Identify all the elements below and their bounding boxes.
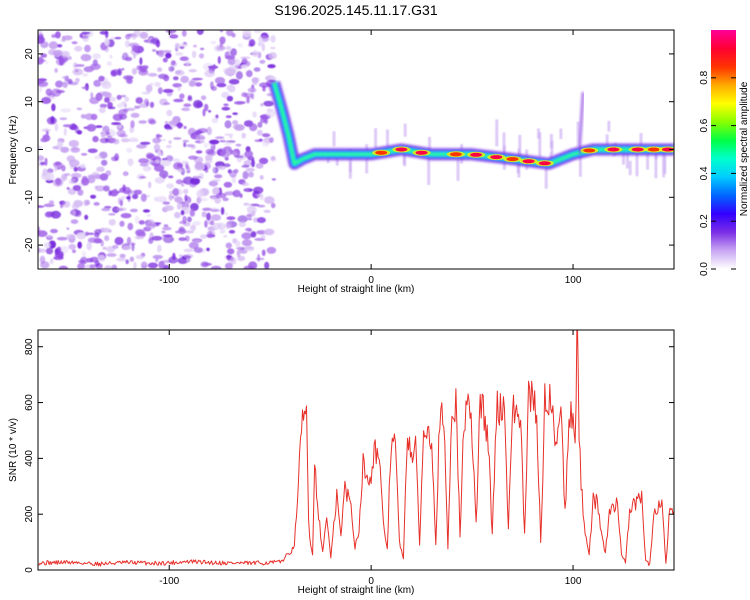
- snr-xtick-label: 100: [565, 576, 582, 587]
- spectrogram-ytick-label: -20: [24, 237, 35, 252]
- snr-ylabel: SNR (10 * v/v): [8, 418, 19, 482]
- colorbar-tick-label: 0.4: [699, 166, 710, 180]
- spectrogram-ytick-label: 0: [24, 146, 35, 152]
- colorbar-tick-label: 0.2: [699, 214, 710, 228]
- spectrogram-xtick-label: -100: [159, 275, 179, 286]
- snr-ytick-label: 400: [24, 450, 35, 467]
- colorbar-label: Normalized spectral amplitude: [739, 81, 750, 216]
- colorbar: 0.0 0.2 0.4 0.6 0.8 Normalized spectral ampl…: [699, 30, 750, 276]
- spectrogram-ytick-label: 20: [24, 48, 35, 60]
- colorbar-tick-label: 0.6: [699, 118, 710, 132]
- spectrogram-xtick-label: 0: [368, 275, 374, 286]
- snr-ytick-label: 0: [24, 567, 35, 573]
- snr-panel: -100 0 100 0 200 400 600 800 Height of straight…: [8, 329, 675, 596]
- noise-blobs: [38, 30, 277, 269]
- snr-ytick-label: 600: [24, 394, 35, 411]
- colorbar-tick-label: 0.8: [699, 70, 710, 84]
- spectrogram-ytick-label: 10: [24, 96, 35, 108]
- spectrogram-xlabel: Height of straight line (km): [298, 284, 415, 295]
- figure-title: S196.2025.145.11.17.G31: [274, 2, 437, 18]
- snr-xtick-label: -100: [159, 576, 179, 587]
- trace-hotspots: [372, 146, 674, 167]
- spectrogram-ylabel: Frequency (Hz): [8, 116, 19, 185]
- snr-ticks: -100 0 100 0 200 400 600 800: [24, 330, 674, 587]
- colorbar-tick-label: 0.0: [699, 262, 710, 276]
- colorbar-gradient: [711, 30, 736, 269]
- spectrogram-ytick-label: -10: [24, 190, 35, 205]
- colorbar-ticks: 0.0 0.2 0.4 0.6 0.8: [699, 70, 736, 276]
- snr-ytick-label: 200: [24, 505, 35, 522]
- snr-ytick-label: 800: [24, 338, 35, 355]
- snr-xtick-label: 0: [368, 576, 374, 587]
- snr-frame: [37, 329, 675, 571]
- snr-xlabel: Height of straight line (km): [298, 585, 415, 596]
- snr-series-line: [38, 330, 674, 567]
- spectrogram-xtick-label: 100: [565, 275, 582, 286]
- spectrogram-content: [38, 30, 674, 269]
